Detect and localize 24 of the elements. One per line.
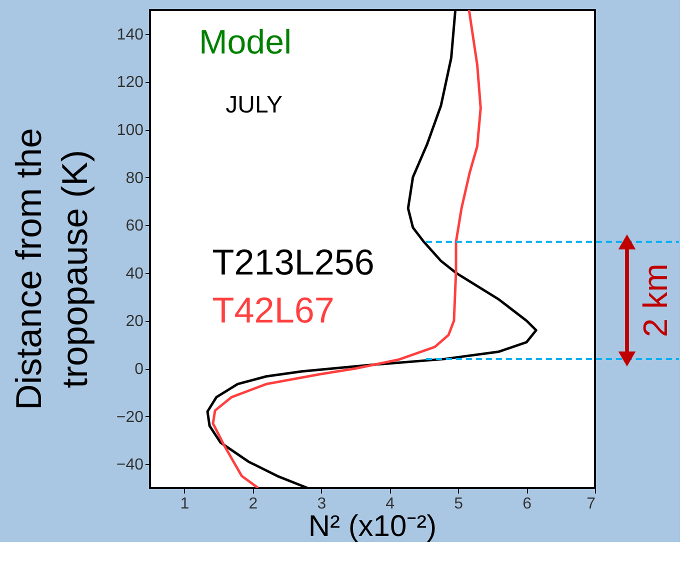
- series-label: T213L256: [212, 241, 374, 282]
- y-tick-label: 60: [126, 218, 144, 235]
- x-axis-title: N² (x10⁻²): [308, 510, 437, 543]
- x-tick-label: 6: [522, 496, 532, 512]
- text: 2 km: [637, 264, 675, 338]
- series-label: T42L67: [212, 289, 334, 330]
- x-tick-label: 1: [180, 496, 190, 512]
- y-tick-label: −20: [116, 408, 144, 426]
- y-tick-label: 80: [126, 170, 144, 187]
- annotation: JULY: [226, 92, 283, 119]
- x-tick-label: 5: [454, 496, 464, 512]
- y-tick-label: −40: [116, 456, 144, 474]
- y-axis-title: Distance from the tropopause (K): [8, 128, 95, 410]
- y-tick-label: 100: [116, 122, 144, 139]
- y-tick-label: 20: [126, 313, 144, 330]
- annotation: Model: [198, 23, 292, 62]
- y-tick-label: 0: [134, 361, 144, 378]
- x-tick-label: 3: [317, 496, 326, 512]
- x-tick-label: 4: [386, 496, 395, 512]
- y-tick-label: 40: [126, 265, 144, 282]
- x-tick-label: 2: [248, 496, 258, 512]
- x-tick-label: 7: [586, 496, 596, 512]
- y-tick-label: 120: [116, 74, 144, 92]
- y-tick-label: 140: [116, 26, 144, 44]
